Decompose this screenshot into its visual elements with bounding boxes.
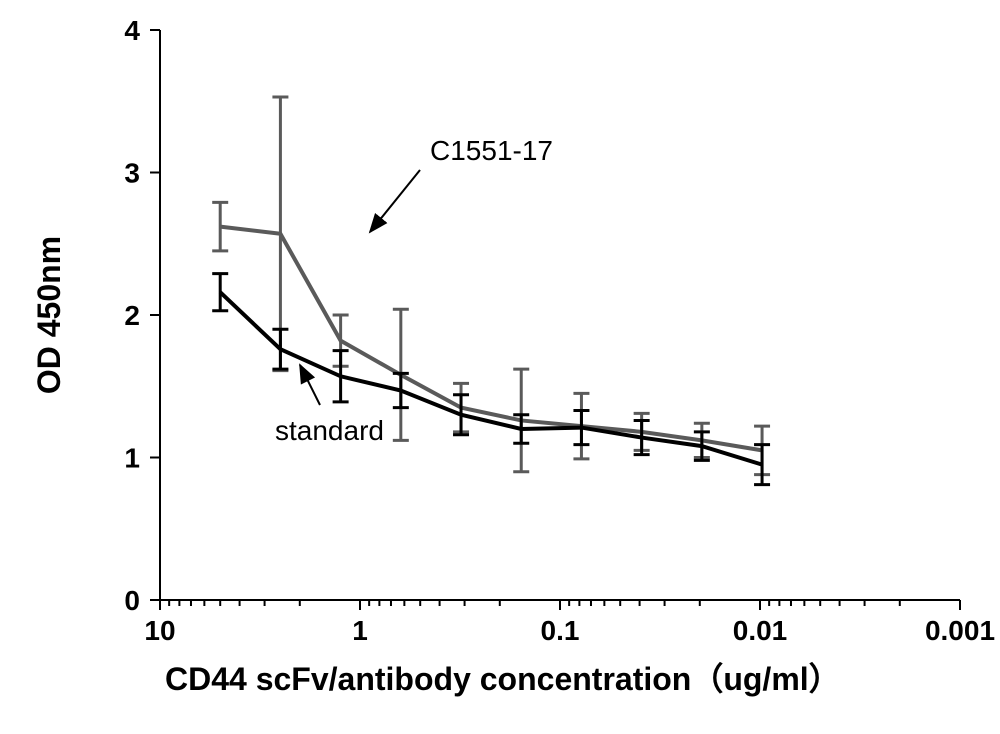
- y-tick-label: 3: [124, 158, 140, 189]
- chart-container: 0 1 2 3 4 10 1 0.1 0.01 0.001 OD 450nm CD44 scFv/an…: [0, 0, 1000, 729]
- y-tick-label: 2: [124, 300, 140, 331]
- x-tick-label: 0.01: [733, 615, 788, 646]
- y-tick-label: 1: [124, 443, 140, 474]
- x-tick-label: 1: [352, 615, 368, 646]
- x-tick-label: 0.001: [925, 615, 995, 646]
- x-tick-label: 0.1: [541, 615, 580, 646]
- y-tick-label: 4: [124, 15, 140, 46]
- annotation-label: standard: [275, 415, 384, 446]
- annotation-arrow: [370, 170, 420, 232]
- y-tick-label: 0: [124, 585, 140, 616]
- annotation-label: C1551-17: [430, 135, 553, 166]
- y-axis-title: OD 450nm: [31, 236, 67, 394]
- annotation-arrow: [300, 365, 320, 405]
- chart-svg: 0 1 2 3 4 10 1 0.1 0.01 0.001 OD 450nm CD44 scFv/an…: [0, 0, 1000, 729]
- x-tick-label: 10: [144, 615, 175, 646]
- x-axis-title: CD44 scFv/antibody concentration（ug/ml）: [165, 661, 841, 697]
